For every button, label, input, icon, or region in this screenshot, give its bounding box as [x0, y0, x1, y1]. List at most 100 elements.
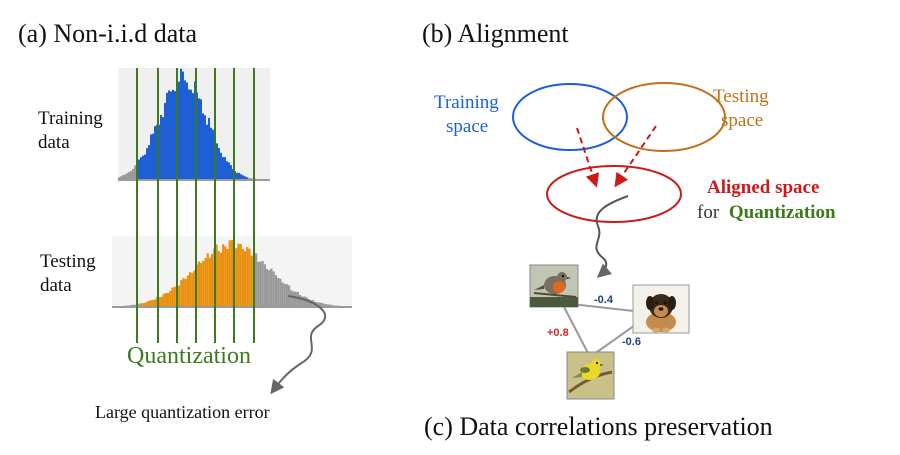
testing-histogram-bar: [189, 272, 192, 307]
testing-histogram-bar: [140, 303, 143, 307]
training-histogram-bar: [184, 80, 186, 180]
testing-histogram-bar: [222, 244, 225, 307]
testing-histogram-bar: [208, 257, 211, 307]
testing-histogram-bar: [149, 300, 152, 307]
training-histogram-bar: [238, 172, 240, 180]
testing-histogram-bar: [151, 300, 154, 307]
training-histogram-bar: [186, 82, 188, 180]
testing-histogram-bar: [310, 300, 313, 307]
training-histogram-bar: [124, 174, 126, 180]
training-histogram-bar: [240, 174, 242, 180]
testing-histogram-bar: [290, 290, 293, 307]
testing-histogram-bar: [296, 291, 299, 307]
testing-histogram-bar: [283, 283, 286, 307]
testing-histogram-bar: [204, 258, 207, 307]
correlation-dog-finch: -0.6: [622, 336, 641, 348]
training-histogram-bar: [166, 92, 168, 180]
training-histogram-bar: [152, 133, 154, 180]
testing-histogram-bar: [173, 286, 176, 307]
testing-histogram-bar: [202, 260, 205, 307]
training-histogram-bar: [182, 71, 184, 180]
testing-histogram-bar: [255, 253, 258, 307]
training-space-label-line2: space: [446, 116, 488, 137]
quantization-bin-lines: [136, 68, 255, 343]
training-to-aligned-arrow: [576, 127, 600, 188]
testing-data-label-line2: data: [40, 275, 72, 296]
testing-histogram-bar: [266, 269, 269, 307]
testing-histogram-bar: [211, 254, 214, 307]
testing-histogram-bar: [239, 244, 242, 307]
quantization-label: Quantization: [127, 343, 251, 369]
edge-bird-finch: [561, 302, 591, 358]
testing-histogram-bar: [246, 247, 249, 307]
training-histogram-bar: [228, 162, 230, 180]
testing-histogram-bar: [162, 293, 165, 307]
training-histogram-bar: [244, 176, 246, 180]
testing-histogram-bar: [241, 248, 244, 307]
testing-histogram-bar: [305, 297, 308, 307]
warbler-photo: [566, 351, 615, 400]
training-histogram-bar: [138, 159, 140, 180]
testing-histogram-bar: [257, 261, 260, 307]
training-histogram-bar: [178, 81, 180, 180]
testing-histogram-bar: [318, 302, 321, 307]
testing-space-label-line2: space: [721, 110, 763, 131]
aligned-quantization-word: Quantization: [729, 202, 836, 223]
testing-histogram-bar: [230, 239, 233, 307]
testing-histogram-bar: [217, 250, 220, 307]
training-histogram-bar: [246, 177, 248, 180]
testing-histogram-bar: [169, 290, 172, 307]
training-histogram-bar: [218, 148, 220, 180]
training-histogram-bar: [212, 129, 214, 180]
training-histogram-bar: [216, 143, 218, 180]
correlation-bird-dog: -0.4: [594, 294, 614, 306]
aligned-space-caption: for Quantization: [697, 202, 836, 223]
testing-histogram-bar: [272, 271, 275, 307]
testing-histogram-bar: [259, 261, 262, 307]
training-space-ellipse: [512, 83, 628, 151]
training-data-label-line1: Training: [38, 108, 103, 129]
training-histogram-bar: [210, 127, 212, 180]
training-histogram-bar: [190, 89, 192, 180]
panel-b-title: (b) Alignment: [422, 19, 569, 48]
testing-histogram-bar: [235, 248, 238, 307]
training-histogram-bar: [242, 175, 244, 180]
training-histogram-bar: [120, 176, 122, 180]
testing-histogram-bar: [323, 303, 326, 307]
testing-histogram-bar: [279, 278, 282, 307]
training-histogram-bar: [174, 91, 176, 180]
training-histogram-bar: [172, 89, 174, 180]
error-arrow: [270, 295, 326, 395]
testing-histogram-bar: [186, 275, 189, 307]
testing-histogram-bar: [180, 279, 183, 307]
training-histogram-bar: [236, 172, 238, 180]
testing-histogram-bar: [184, 278, 187, 307]
training-histogram-bar: [148, 145, 150, 180]
correlation-bird-finch: +0.8: [547, 327, 569, 339]
training-histogram-bar: [118, 177, 120, 180]
testing-histogram-bar: [248, 248, 251, 307]
training-histogram-bar: [204, 115, 206, 180]
testing-space-label-line1: Testing: [713, 86, 769, 107]
testing-histogram-bar: [325, 304, 328, 307]
testing-histogram-bar: [244, 251, 247, 307]
testing-data-label-line1: Testing: [40, 251, 96, 272]
aligned-to-correlations-arrow: [595, 195, 629, 278]
robin-photo: [529, 264, 579, 308]
aligned-space-label: Aligned space: [707, 177, 819, 198]
testing-histogram-bar: [178, 285, 181, 307]
testing-histogram-bar: [274, 275, 277, 307]
training-histogram-bar: [202, 113, 204, 180]
testing-histogram-bar: [226, 248, 229, 307]
testing-histogram-bar: [228, 240, 231, 307]
testing-histogram-bar: [134, 304, 137, 307]
training-histogram-bar: [150, 134, 152, 180]
training-histogram-bar: [122, 175, 124, 180]
training-histogram-bar: [130, 171, 132, 180]
training-histogram-bar: [154, 126, 156, 180]
testing-histogram-bar: [167, 292, 170, 307]
training-histogram-bar: [132, 168, 134, 180]
training-histogram-bar: [128, 172, 130, 180]
testing-histogram-bar: [200, 263, 203, 307]
